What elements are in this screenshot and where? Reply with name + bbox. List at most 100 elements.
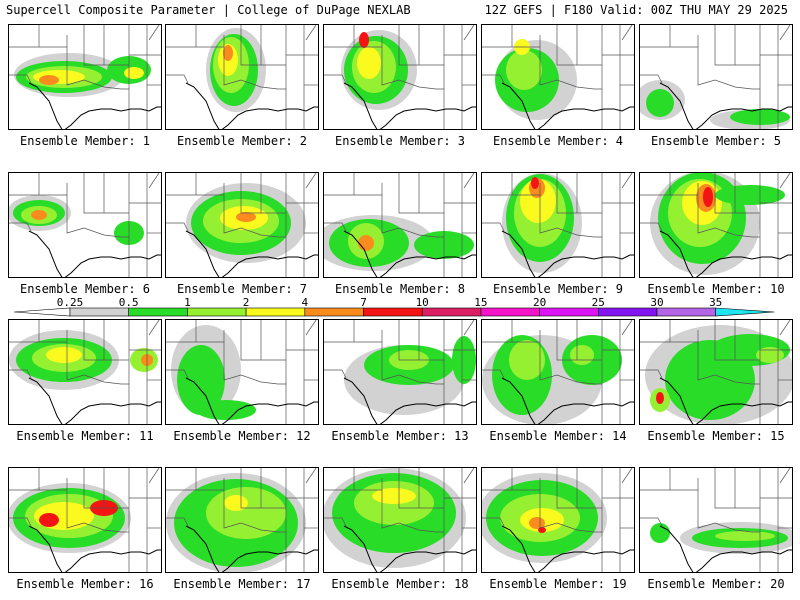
scp-contour-region [236,212,256,222]
ensemble-member-map [165,319,319,425]
scp-contour-region [715,531,775,541]
state-border [714,320,760,361]
state-border [640,194,761,277]
colorbar-min-arrow [14,307,71,317]
scp-field-map [482,173,634,277]
state-border [640,489,761,572]
state-border [482,341,603,424]
scp-field-map [640,468,792,572]
scp-contour-region [646,89,674,117]
scp-field-map [324,320,476,424]
state-border [714,25,760,66]
ensemble-member-label: Ensemble Member: 18 [331,577,469,591]
ensemble-member-map [639,172,793,278]
ensemble-member-map [165,172,319,278]
colorbar-tick-label: 25 [592,296,605,309]
colorbar-swatch [539,307,599,317]
scp-field-map [9,25,161,129]
scp-field-map [640,320,792,424]
gulf-coastline [343,377,476,424]
state-border [166,222,189,232]
scp-contour-region [223,45,233,61]
scp-contour-region [656,392,664,404]
scp-field-map [324,25,476,129]
colorbar-tick-label: 7 [360,296,367,309]
colorbar-tick-label: 2 [243,296,250,309]
state-border [556,468,602,509]
scp-field-map [166,468,318,572]
colorbar-max-arrow [715,307,775,317]
state-border [148,25,160,41]
gulf-coastline [659,82,792,129]
colorbar-swatch [69,307,130,317]
scp-field-map [640,173,792,277]
scp-contour-region [703,187,713,207]
colorbar-swatch [128,307,188,317]
scp-field-map [166,320,318,424]
state-border [482,489,603,572]
ensemble-member-label: Ensemble Member: 11 [16,429,154,443]
state-border [398,320,444,361]
header-valid-time: 12Z GEFS | F180 Valid: 00Z THU MAY 29 20… [484,3,788,17]
colorbar-tick-label: 4 [301,296,308,309]
ensemble-member-map [323,319,477,425]
scp-contour-region [531,177,539,189]
gulf-coastline [28,525,161,572]
state-border [9,489,130,572]
color-scale-bar: 0.25 0.5 1 2 4 7 10 15 20 25 30 35 [14,296,775,317]
gulf-coastline [343,82,476,129]
state-border [640,341,761,424]
ensemble-member-label: Ensemble Member: 16 [16,577,154,591]
ensemble-member-map [8,319,162,425]
state-border [166,489,287,572]
gulf-coastline [501,377,634,424]
state-border [305,173,317,189]
ensemble-member-map [165,24,319,130]
state-border [621,173,633,189]
state-border [166,46,287,129]
colorbar-tick-label: 20 [533,296,546,309]
header-title: Supercell Composite Parameter | College … [6,3,411,17]
scp-contour-region [570,345,594,365]
gulf-coastline [28,230,161,277]
state-border [482,74,505,84]
ensemble-member-map [323,172,477,278]
state-border [324,222,347,232]
scp-field-map [324,468,476,572]
scp-contour-region [357,47,381,79]
ensemble-member-label: Ensemble Member: 1 [19,134,151,148]
state-border [9,517,32,527]
ensemble-member-label: Ensemble Member: 3 [334,134,466,148]
gulf-coastline [343,230,476,277]
ensemble-member-label: Ensemble Member: 2 [176,134,308,148]
state-border [640,369,663,379]
state-border [166,369,189,379]
ensemble-member-map [481,467,635,573]
state-border [779,25,791,41]
ensemble-member-label: Ensemble Member: 8 [334,282,466,296]
state-border [83,320,129,361]
gulf-coastline [659,377,792,424]
gulf-coastline [28,82,161,129]
ensemble-member-map [639,467,793,573]
state-border [9,46,130,129]
state-border [779,173,791,189]
scp-contour-region [124,67,144,79]
state-border [779,468,791,484]
colorbar-swatch [597,307,658,317]
state-border [324,194,445,277]
scp-contour-region [31,210,47,220]
state-border [640,517,663,527]
colorbar-swatch [304,307,364,317]
state-border [240,25,286,66]
scp-contour-region [224,495,248,511]
scp-field-map [166,173,318,277]
state-border [240,320,286,361]
state-border [556,173,602,214]
state-border [324,517,347,527]
colorbar-tick-label: 1 [184,296,191,309]
ensemble-member-label: Ensemble Member: 14 [489,429,627,443]
ensemble-member-label: Ensemble Member: 15 [647,429,785,443]
state-border [463,25,475,41]
ensemble-member-map [481,319,635,425]
